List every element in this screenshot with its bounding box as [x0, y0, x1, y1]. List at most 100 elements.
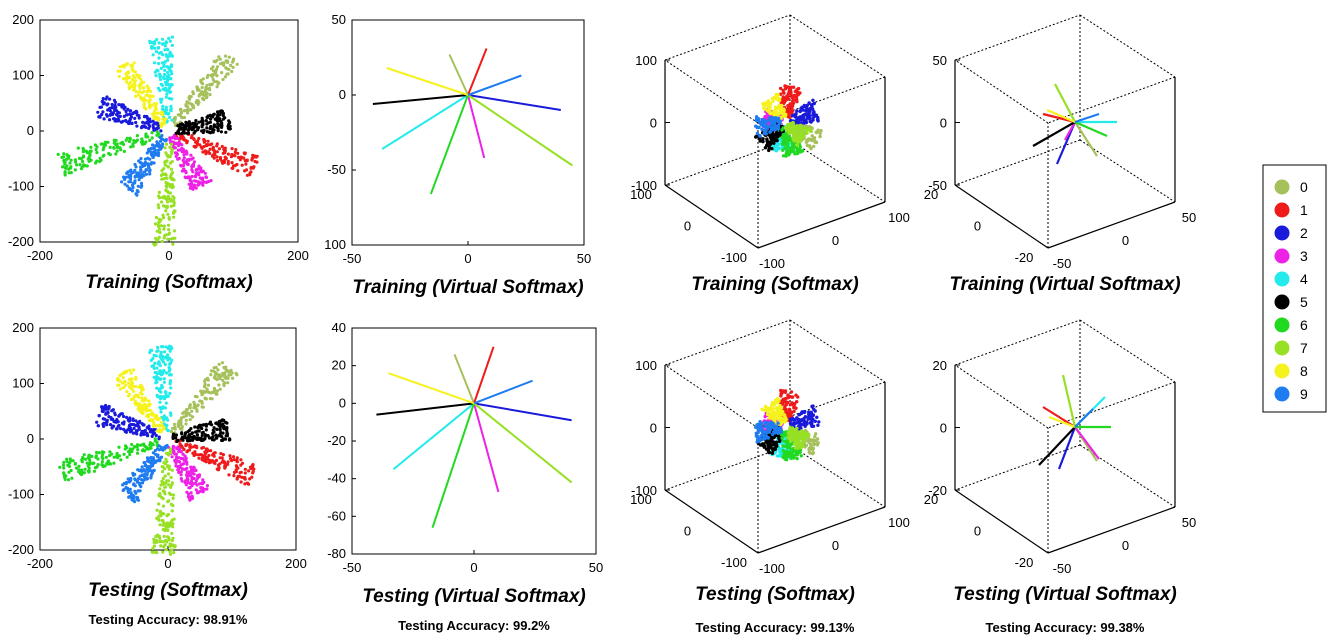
series-7-cluster	[783, 120, 813, 147]
series-9-cluster	[120, 133, 168, 197]
legend-label: 2	[1300, 225, 1308, 241]
z-tick-label: 100	[635, 53, 657, 68]
series-2-line	[473, 402, 572, 422]
y-tick-label: 100	[324, 237, 346, 252]
legend-item-3: 3	[1274, 248, 1308, 264]
x-tick-label: 0	[164, 556, 171, 571]
x-tick-label: 100	[888, 210, 910, 225]
legend-box	[1262, 164, 1327, 413]
y-tick-label: 0	[27, 123, 34, 138]
series-6-cluster	[58, 437, 160, 482]
series-2-cluster	[96, 95, 163, 133]
legend-item-9: 9	[1274, 386, 1308, 402]
series-9-line	[1074, 408, 1094, 428]
x-tick-label: -50	[1053, 561, 1072, 576]
x-tick-label: 50	[1182, 515, 1196, 530]
panel-4: 200 100 0 -100 -200-200 0 200 Testing (Softmax)…	[8, 320, 307, 627]
legend-swatch	[1274, 179, 1290, 195]
panel-title: Testing (Softmax)	[695, 584, 855, 605]
y-tick-label: 100	[12, 68, 34, 83]
x-tick-label: -50	[343, 251, 362, 266]
series-2-cluster	[788, 98, 820, 127]
panel-title: Training (Softmax)	[85, 272, 253, 293]
series-3-line	[467, 94, 486, 159]
cube-frame	[954, 14, 1176, 249]
z-tick-label: 0	[940, 421, 947, 436]
series-8-line	[1048, 415, 1076, 429]
series-2-line	[467, 94, 561, 111]
series-6-line	[431, 403, 475, 528]
series-9-cluster	[121, 443, 169, 504]
series-9-cluster	[754, 420, 783, 444]
legend-label: 0	[1300, 179, 1308, 195]
series-2-line	[1057, 426, 1077, 470]
y-tick-label: 20	[332, 358, 346, 373]
legend-label: 3	[1300, 248, 1308, 264]
y-tick-label: 100	[12, 376, 34, 391]
series-8-cluster	[116, 61, 168, 129]
y-tick-label: -100	[721, 250, 747, 265]
x-tick-label: -200	[27, 556, 53, 571]
x-tick-label: -200	[27, 248, 53, 263]
z-tick-label: -100	[631, 178, 657, 193]
legend-swatch	[1274, 340, 1290, 356]
series-9-line	[1074, 112, 1100, 124]
legend-label: 5	[1300, 294, 1308, 310]
z-tick-label: -100	[631, 483, 657, 498]
series-1-cluster	[174, 132, 259, 177]
z-tick-label: 0	[940, 116, 947, 131]
series-0-line	[448, 54, 469, 96]
x-tick-label: 0	[165, 248, 172, 263]
accuracy-label: Testing Accuracy: 98.91%	[89, 612, 248, 627]
legend-swatch	[1274, 317, 1290, 333]
series-8-line	[1046, 108, 1076, 124]
legend-label: 7	[1300, 340, 1308, 356]
series-2-cluster	[95, 403, 161, 441]
legend-swatch	[1274, 248, 1290, 264]
series-9-cluster	[754, 115, 782, 138]
z-tick-label: 20	[933, 358, 947, 373]
y-tick-label: -20	[327, 433, 346, 448]
series-0-cluster	[169, 361, 239, 435]
legend-swatch	[1274, 225, 1290, 241]
series-1-line	[1042, 406, 1076, 428]
series-8-cluster	[761, 92, 788, 121]
axes-box	[351, 19, 585, 246]
legend-label: 6	[1300, 317, 1308, 333]
x-tick-label: 0	[832, 233, 839, 248]
y-tick-label: -50	[327, 162, 346, 177]
y-tick-label: 0	[27, 431, 34, 446]
series-7-cluster	[150, 447, 177, 556]
y-tick-label: 0	[684, 219, 691, 234]
series-1-cluster	[778, 84, 802, 120]
y-tick-label: -20	[1015, 555, 1034, 570]
legend-swatch	[1274, 363, 1290, 379]
series-3-line	[473, 403, 500, 493]
legend-item-8: 8	[1274, 363, 1308, 379]
z-tick-label: 0	[650, 116, 657, 131]
y-tick-label: 0	[974, 524, 981, 539]
y-tick-label: 0	[684, 524, 691, 539]
x-tick-label: 0	[470, 560, 477, 575]
series-9-line	[473, 379, 533, 405]
series-6-cluster	[56, 130, 163, 177]
legend-swatch	[1274, 386, 1290, 402]
z-tick-label: -20	[928, 483, 947, 498]
panel-title: Training (Softmax)	[691, 274, 859, 295]
legend: 0 1 2 3 4 5 6 7 8 9	[1262, 164, 1327, 413]
series-4-cluster	[148, 35, 174, 124]
y-tick-label: -80	[327, 546, 346, 561]
series-8-line	[388, 372, 475, 405]
series-0-cluster	[172, 54, 239, 128]
x-tick-label: -50	[343, 560, 362, 575]
series-7-line	[1054, 83, 1076, 123]
panel-5: 40 20 0 -20 -40 -60 -80-50 0 50 Testing (Virtual …	[327, 320, 603, 633]
series-5-line	[376, 402, 475, 416]
x-tick-label: -50	[1053, 256, 1072, 271]
series-1-line	[473, 346, 495, 404]
series-6-line	[429, 94, 469, 195]
